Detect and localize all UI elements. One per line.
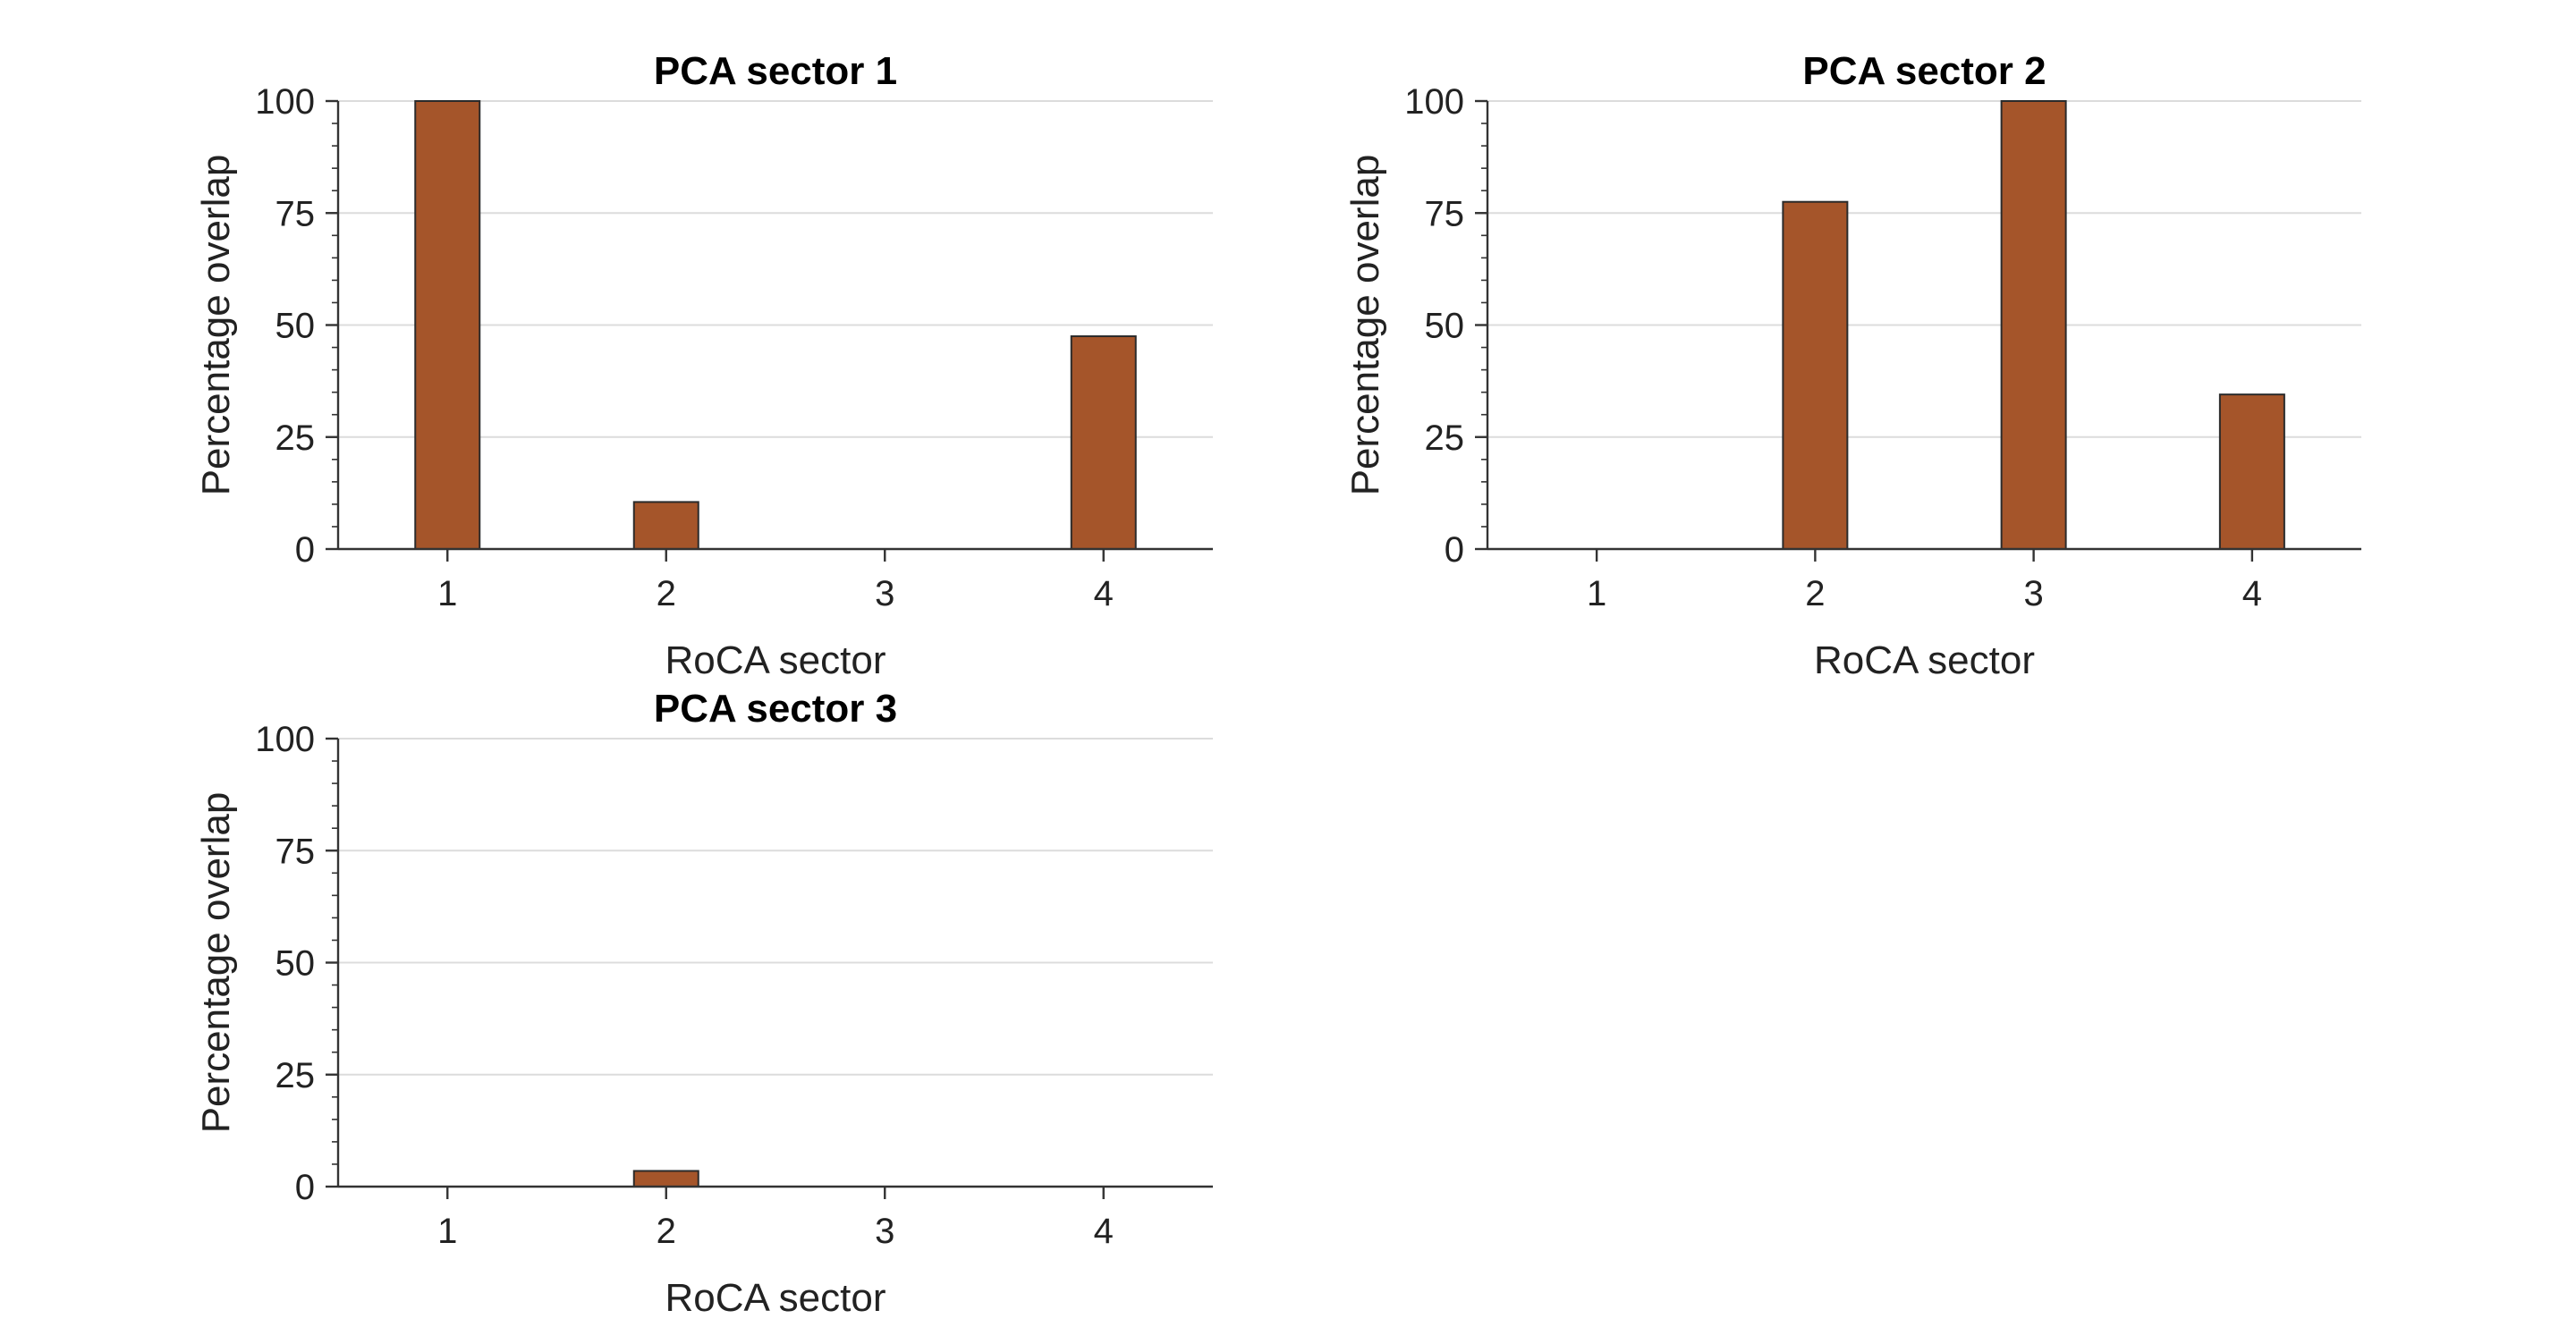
y-tick-label: 25: [1425, 418, 1465, 458]
x-tick-label: 1: [437, 574, 457, 613]
bar-2: [1782, 200, 1849, 550]
x-axis-label: RoCA sector: [665, 1276, 886, 1320]
bar-2: [632, 501, 699, 551]
chart-title: PCA sector 1: [654, 49, 897, 93]
x-tick-label: 3: [875, 574, 894, 613]
y-tick-label: 0: [295, 530, 315, 570]
chart-title: PCA sector 3: [654, 687, 897, 731]
x-axis-label: RoCA sector: [665, 638, 886, 682]
y-tick-label: 50: [1425, 307, 1465, 346]
bar-4: [2218, 393, 2285, 550]
y-tick-label: 100: [255, 720, 315, 759]
x-tick-label: 1: [1587, 574, 1606, 613]
bar-4: [1070, 335, 1137, 550]
chart-panel-2: 0 25 50 75 100 1 2 3 4 PCA sector 2 RoCA sector Per…: [1343, 49, 2361, 682]
x-tick-label: 2: [657, 574, 676, 613]
chart-panel-1: 0 25 50 75 100 1 2 3 4 PCA sector 1 RoCA sector Per…: [194, 49, 1213, 682]
y-axis-label: Percentage overlap: [194, 792, 238, 1134]
x-tick-label: 4: [1094, 574, 1114, 613]
y-tick-label: 0: [1445, 530, 1464, 570]
bar-3: [2000, 100, 2067, 550]
y-axis-label: Percentage overlap: [194, 155, 238, 496]
y-tick-label: 75: [275, 194, 316, 233]
x-tick-label: 3: [875, 1212, 894, 1251]
y-tick-label: 75: [275, 832, 316, 871]
y-tick-label: 50: [275, 307, 316, 346]
y-tick-label: 0: [295, 1168, 315, 1207]
y-tick-label: 75: [1425, 194, 1465, 233]
x-tick-label: 4: [2242, 574, 2262, 613]
x-tick-label: 1: [437, 1212, 457, 1251]
chart-title: PCA sector 2: [1802, 49, 2046, 93]
x-axis-label: RoCA sector: [1814, 638, 2035, 682]
x-tick-label: 2: [1805, 574, 1825, 613]
y-tick-label: 25: [275, 418, 316, 458]
y-tick-label: 100: [255, 82, 315, 122]
x-tick-label: 4: [1094, 1212, 1114, 1251]
y-tick-label: 100: [1404, 82, 1464, 122]
y-tick-label: 50: [275, 944, 316, 984]
chart-panel-3: 0 25 50 75 100 1 2 3 4 PCA sector 3 RoCA sector Per…: [194, 687, 1213, 1320]
y-axis-label: Percentage overlap: [1343, 155, 1387, 496]
y-tick-label: 25: [275, 1056, 316, 1095]
x-tick-label: 3: [2024, 574, 2044, 613]
x-tick-label: 2: [657, 1212, 676, 1251]
bar-1: [414, 100, 481, 550]
bar-2: [632, 1170, 699, 1188]
